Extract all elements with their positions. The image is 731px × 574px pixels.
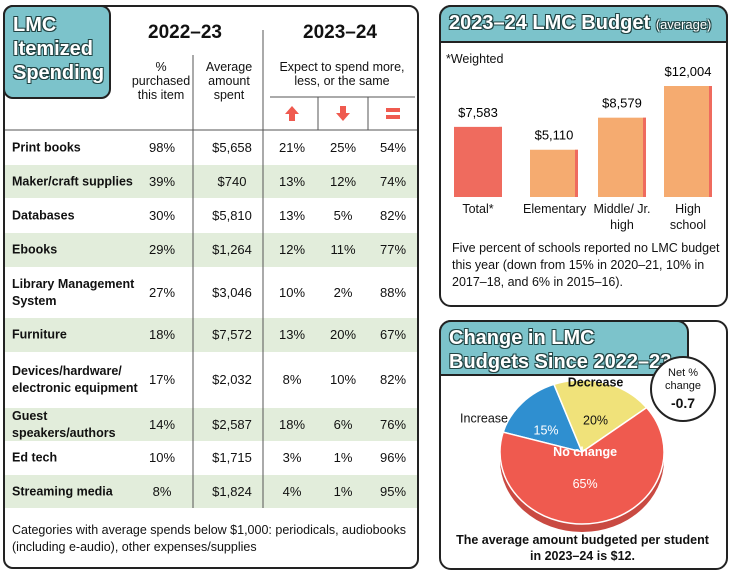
cell: 67% (379, 327, 407, 342)
chart-note: *Weighted (446, 52, 504, 66)
cell: 11% (330, 242, 356, 257)
cell: 2% (333, 284, 353, 300)
cell: 77% (379, 242, 407, 257)
cell: 5% (333, 207, 353, 223)
row-label: Print books (12, 140, 81, 154)
row-background (5, 475, 417, 508)
column-header: Expect to spend more, less, or the same (279, 60, 405, 88)
cell: 82% (379, 372, 407, 387)
cell: $2,587 (212, 416, 252, 432)
chart-footnote: Five percent of schools reported no LMC … (452, 241, 720, 289)
table-title: LMC Itemized Spending (3, 5, 111, 99)
column-header: Average amount spent (205, 60, 253, 102)
cell: 13% (278, 173, 306, 189)
cell: 74% (379, 173, 407, 189)
cell: 21% (278, 139, 306, 155)
category-label: Middle/ Jr. high (593, 202, 651, 232)
chart-title: 2023–24 LMC Budget (449, 12, 651, 34)
annotation-value: -0.7 (670, 395, 696, 411)
row-background (5, 318, 417, 352)
cell: 18% (148, 327, 176, 342)
cell: 29% (148, 242, 176, 257)
cell: 98% (148, 139, 176, 155)
cell: 88% (379, 284, 407, 300)
cell: 13% (278, 327, 306, 342)
cell: 14% (148, 416, 176, 432)
cell: 13% (278, 207, 306, 223)
row-label: Devices/hardware/ electronic equipment (12, 364, 138, 395)
cell: 20% (329, 327, 357, 342)
cell: $7,572 (212, 327, 252, 342)
cell: 10% (148, 450, 176, 465)
cell: 8% (152, 483, 172, 499)
cell: 8% (282, 372, 302, 387)
cell: 30% (148, 207, 176, 223)
same-icon (386, 115, 400, 119)
group-header: 2023–24 (303, 22, 377, 43)
cell: 95% (379, 483, 407, 499)
up-icon (285, 106, 299, 121)
cell: $2,032 (212, 372, 252, 387)
same-icon (386, 108, 400, 112)
cell: $1,264 (212, 242, 252, 257)
cell: 96% (379, 450, 407, 465)
cell: $1,715 (212, 450, 252, 465)
cell: 82% (379, 207, 407, 223)
cell: 3% (282, 450, 302, 465)
cell: $5,658 (212, 139, 252, 155)
cell: 6% (333, 416, 353, 432)
table-lines (5, 30, 417, 508)
row-label: Maker/craft supplies (12, 174, 133, 188)
row-label: Furniture (12, 327, 67, 342)
category-label: Elementary (523, 202, 587, 216)
bar-title-bar: 2023–24 LMC Budget (average) (439, 5, 728, 43)
net-change-badge: Net % change -0.7 (650, 356, 716, 422)
cell: $5,810 (212, 207, 252, 223)
annotation-label: Net % change (664, 367, 702, 392)
cell: 1% (333, 450, 353, 465)
category-label: Total* (462, 202, 494, 216)
row-label: Library Management System (12, 276, 135, 308)
row-label: Streaming media (12, 484, 113, 498)
category-label: High school (669, 202, 707, 232)
cell: 10% (278, 284, 306, 300)
row-label: Ed tech (12, 450, 58, 465)
column-header: % purchased this item (131, 60, 191, 102)
cell: 12% (278, 242, 306, 257)
cell: 18% (278, 416, 306, 432)
cell: 10% (329, 372, 357, 387)
chart-title: Change in LMC Budgets Since 2022–23 (439, 320, 689, 376)
chart-footnote: The average amount budgeted per student … (456, 533, 709, 563)
cell: 76% (379, 416, 407, 432)
cell: 27% (148, 284, 176, 300)
down-icon (336, 106, 350, 121)
cell: 25% (329, 139, 357, 155)
group-header: 2022–23 (148, 22, 222, 43)
table-footnote: Categories with average spends below $1,… (12, 523, 407, 554)
cell: 4% (282, 483, 302, 499)
row-background (5, 233, 417, 267)
cell: 1% (333, 483, 353, 499)
cell: $3,046 (212, 284, 252, 300)
row-label: Ebooks (12, 242, 58, 257)
row-label: Databases (12, 208, 75, 222)
cell: $740 (217, 173, 247, 189)
cell: 39% (148, 173, 176, 189)
cell: 54% (379, 139, 407, 155)
row-background (5, 408, 417, 441)
cell: 12% (329, 173, 357, 189)
row-label: Guest speakers/authors (12, 408, 116, 440)
row-background (5, 165, 417, 198)
cell: $1,824 (212, 483, 252, 499)
chart-subtitle: (average) (655, 17, 712, 32)
cell: 17% (148, 372, 176, 387)
